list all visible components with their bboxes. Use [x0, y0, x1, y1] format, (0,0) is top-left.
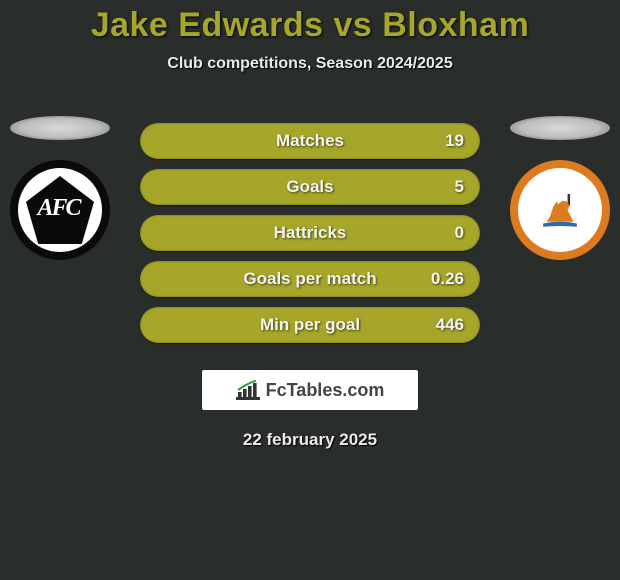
date-label: 22 february 2025: [0, 430, 620, 450]
source-logo: FcTables.com: [202, 370, 418, 410]
source-logo-text: FcTables.com: [266, 380, 385, 401]
stat-value: 5: [455, 177, 464, 197]
stat-value: 19: [445, 131, 464, 151]
page-subtitle: Club competitions, Season 2024/2025: [0, 55, 620, 73]
stat-row: Hattricks 0: [0, 210, 620, 256]
stat-bar-matches: Matches 19: [140, 123, 480, 159]
stat-bar-min-per-goal: Min per goal 446: [140, 307, 480, 343]
stat-row: Min per goal 446: [0, 302, 620, 348]
chart-icon: [236, 380, 260, 400]
stats-section: Matches 19 Goals 5 Hattricks 0 Goals per…: [0, 118, 620, 450]
page-title: Jake Edwards vs Bloxham: [0, 0, 620, 45]
stat-row: Goals per match 0.26: [0, 256, 620, 302]
stat-value: 0: [455, 223, 464, 243]
stat-row: Matches 19: [0, 118, 620, 164]
stat-row: Goals 5: [0, 164, 620, 210]
stat-label: Min per goal: [260, 315, 360, 335]
stat-value: 0.26: [431, 269, 464, 289]
stat-value: 446: [436, 315, 464, 335]
stat-label: Goals per match: [243, 269, 376, 289]
stat-bar-hattricks: Hattricks 0: [140, 215, 480, 251]
stat-bar-goals-per-match: Goals per match 0.26: [140, 261, 480, 297]
stat-bar-goals: Goals 5: [140, 169, 480, 205]
stat-label: Goals: [286, 177, 333, 197]
stat-label: Matches: [276, 131, 344, 151]
stat-label: Hattricks: [274, 223, 347, 243]
